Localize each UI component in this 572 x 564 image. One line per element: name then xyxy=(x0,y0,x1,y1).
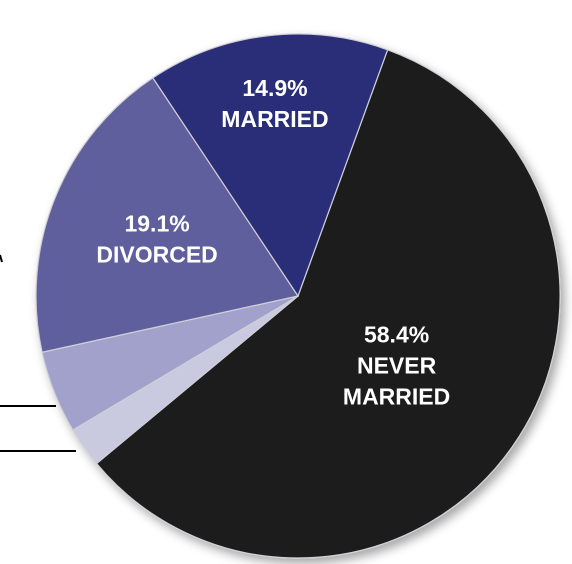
pie-slice-0-label-0: 58.4% xyxy=(364,321,429,347)
pie-slice-3-label-0: 19.1% xyxy=(124,211,189,237)
pie-slices xyxy=(35,33,561,559)
pie-slice-0-label-1: NEVER xyxy=(357,352,437,378)
pie-slice-0 xyxy=(95,49,561,559)
pie-slice-0-label-2: MARRIED xyxy=(343,383,450,409)
pie-slice-3-label-1: DIVORCED xyxy=(96,242,217,268)
pie-slice-3 xyxy=(35,77,299,353)
pie-slice-4-label-0: 14.9% xyxy=(242,75,307,101)
pie-labels: 58.4% NEVER MARRIED 19.1% DIVORCED 14.9% MARRI… xyxy=(96,75,450,409)
pie-slice-4 xyxy=(152,33,389,298)
leader-line-left-tick xyxy=(0,254,3,263)
pie-slice-4-label-1: MARRIED xyxy=(221,106,328,132)
